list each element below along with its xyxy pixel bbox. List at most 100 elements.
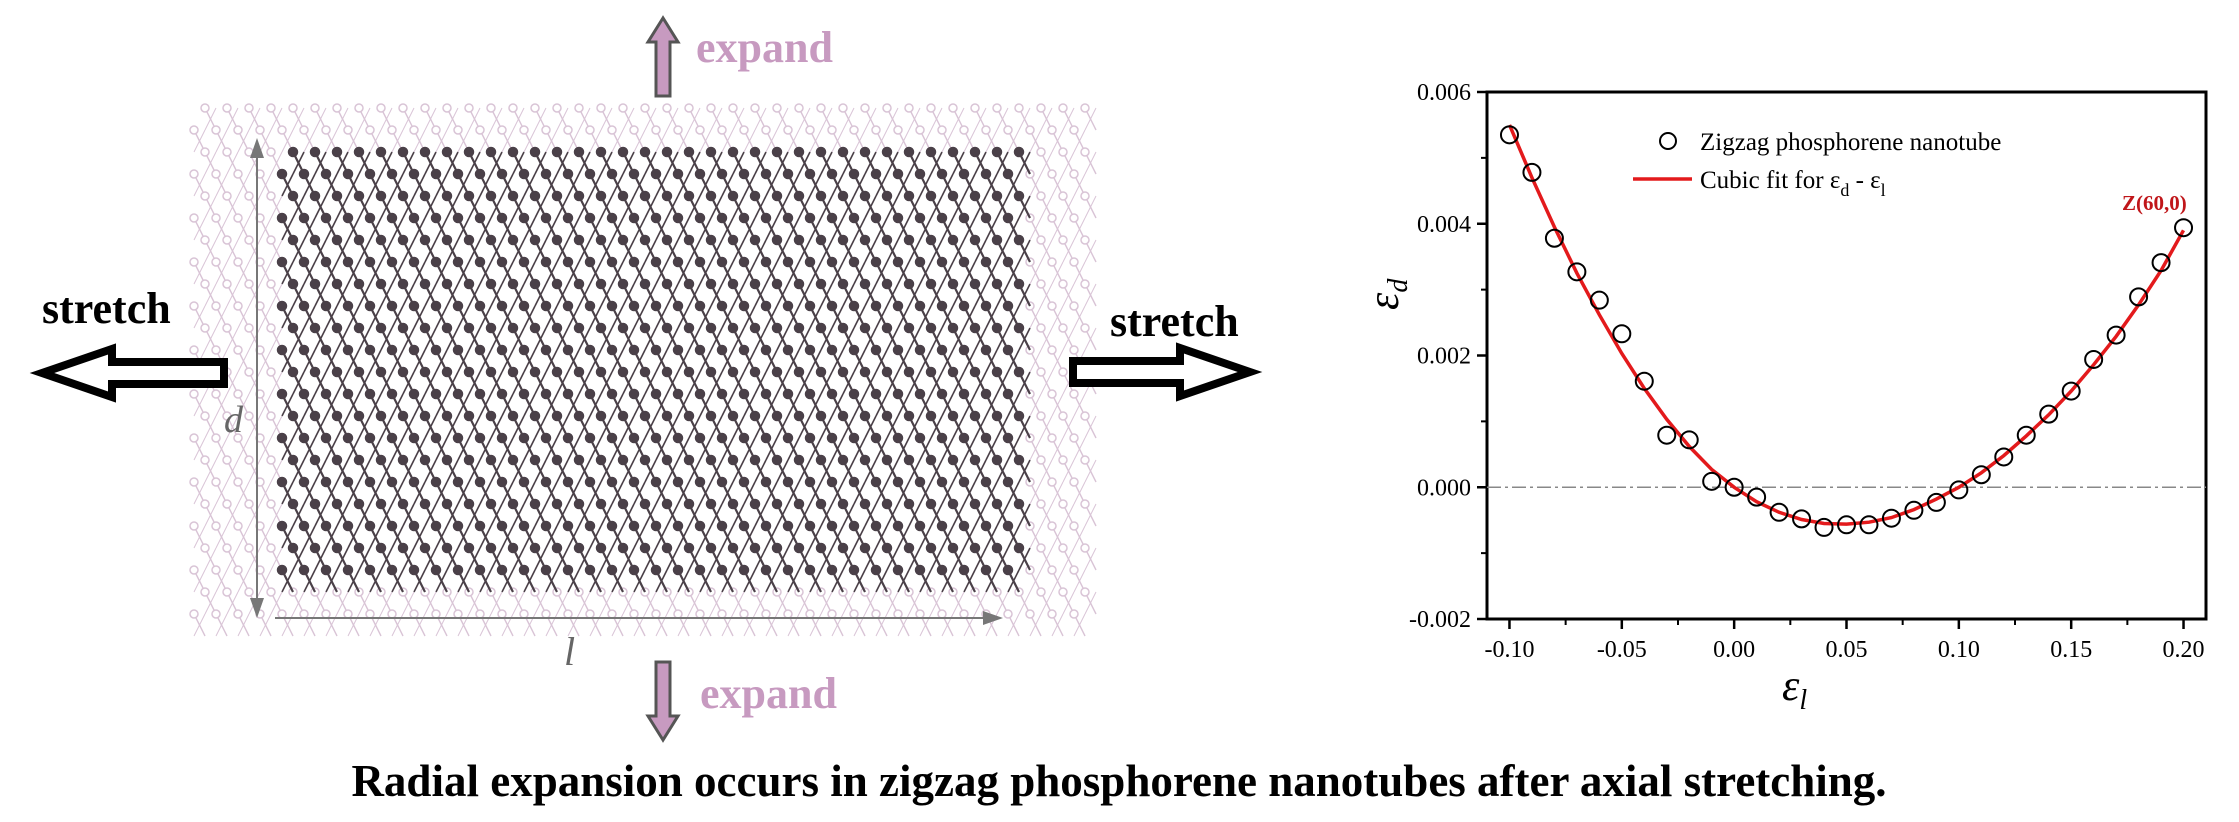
phosphorus-atom (881, 366, 893, 378)
phosphorus-atom (562, 344, 574, 356)
phosphorus-atom (529, 498, 541, 510)
lattice-bond (963, 305, 976, 329)
phosphorus-atom (387, 125, 397, 135)
lattice-bond (1073, 613, 1086, 637)
phosphorus-atom (606, 256, 618, 268)
phosphorus-atom (529, 278, 541, 290)
phosphorus-atom (793, 146, 805, 158)
phosphorus-atom (266, 499, 276, 509)
lattice-bond (688, 195, 701, 219)
phosphorus-atom (222, 543, 232, 553)
lattice-bond (952, 547, 965, 571)
lattice-bond (743, 217, 756, 241)
phosphorus-atom (211, 345, 221, 355)
phosphorus-atom (980, 388, 992, 400)
phosphorus-atom (981, 125, 991, 135)
lattice-bond (963, 129, 976, 153)
phosphorus-atom (452, 300, 464, 312)
lattice-bond (259, 217, 272, 241)
lattice-bond (919, 525, 932, 549)
phosphorus-atom (518, 256, 530, 268)
phosphorus-atom (397, 146, 409, 158)
phosphorus-atom (925, 146, 937, 158)
lattice-bond (226, 371, 239, 395)
phosphorus-atom (628, 388, 640, 400)
phosphorus-atom (738, 388, 750, 400)
lattice-bond (424, 283, 437, 307)
phosphorus-atom (364, 168, 376, 180)
lattice-bond (1018, 503, 1031, 527)
phosphorus-atom (200, 103, 210, 113)
phosphorus-atom (518, 300, 530, 312)
lattice-bond (886, 107, 899, 131)
lattice-bond (479, 393, 492, 417)
phosphorus-atom (1058, 147, 1068, 157)
lattice-bond (435, 349, 448, 373)
lattice-bond (369, 569, 382, 593)
data-point (2016, 425, 2036, 445)
phosphorus-atom (496, 476, 508, 488)
lattice-bond (446, 283, 459, 307)
lattice-bond (798, 239, 811, 263)
phosphorus-atom (683, 146, 695, 158)
phosphorus-atom (804, 520, 816, 532)
lattice-bond (446, 371, 459, 395)
lattice-bond (1051, 437, 1064, 461)
lattice-bond (776, 151, 789, 175)
lattice-bond (963, 393, 976, 417)
phosphorus-atom (540, 256, 552, 268)
lattice-bond (556, 239, 569, 263)
lattice-bond (424, 239, 437, 263)
x-tick-label: 0.15 (2050, 637, 2092, 663)
phosphorus-atom (683, 190, 695, 202)
phosphorus-atom (244, 323, 254, 333)
phosphorus-atom (287, 542, 299, 554)
strain-chart: -0.10 -0.05 0.00 0.05 0.10 0.15 0.20-0.0020.00… (1359, 80, 2208, 716)
lattice-bond (457, 481, 470, 505)
phosphorus-atom (705, 190, 717, 202)
phosphorus-atom (233, 609, 243, 619)
lattice-bond (446, 151, 459, 175)
lattice-bond (259, 481, 272, 505)
lattice-bond (1084, 283, 1097, 307)
phosphorus-atom (639, 278, 651, 290)
data-point (2151, 253, 2171, 273)
lattice-bond (809, 261, 822, 285)
phosphorus-atom (452, 564, 464, 576)
lattice-bond (512, 591, 525, 615)
lattice-bond (314, 371, 327, 395)
phosphorus-atom (365, 609, 375, 619)
lattice-bond (820, 591, 833, 615)
phosphorus-atom (804, 388, 816, 400)
figure-caption: Radial expansion occurs in zigzag phosph… (351, 756, 1886, 806)
lattice-bond (908, 591, 921, 615)
lattice-bond (699, 569, 712, 593)
lattice-bond (215, 525, 228, 549)
lattice-bond (1018, 107, 1031, 131)
phosphorus-atom (200, 235, 210, 245)
lattice-bond (732, 371, 745, 395)
phosphorus-atom (749, 234, 761, 246)
phosphorus-atom (364, 344, 376, 356)
phosphorus-atom (629, 609, 639, 619)
phosphorus-atom (1058, 103, 1068, 113)
phosphorus-atom (782, 168, 794, 180)
lattice-bond (259, 261, 272, 285)
phosphorus-atom (529, 146, 541, 158)
phosphorus-atom (562, 300, 574, 312)
phosphorus-atom (628, 344, 640, 356)
lattice-bond (270, 283, 283, 307)
lattice-bond (930, 195, 943, 219)
lattice-bond (578, 371, 591, 395)
lattice-bond (677, 173, 690, 197)
lattice-bond (600, 283, 613, 307)
data-point (1589, 290, 1609, 310)
phosphorus-atom (892, 520, 904, 532)
phosphorus-atom (782, 344, 794, 356)
lattice-bond (787, 437, 800, 461)
lattice-bond (930, 327, 943, 351)
lattice-bond (886, 195, 899, 219)
lattice-bond (754, 591, 767, 615)
lattice-bond (666, 591, 679, 615)
phosphorus-atom (211, 565, 221, 575)
